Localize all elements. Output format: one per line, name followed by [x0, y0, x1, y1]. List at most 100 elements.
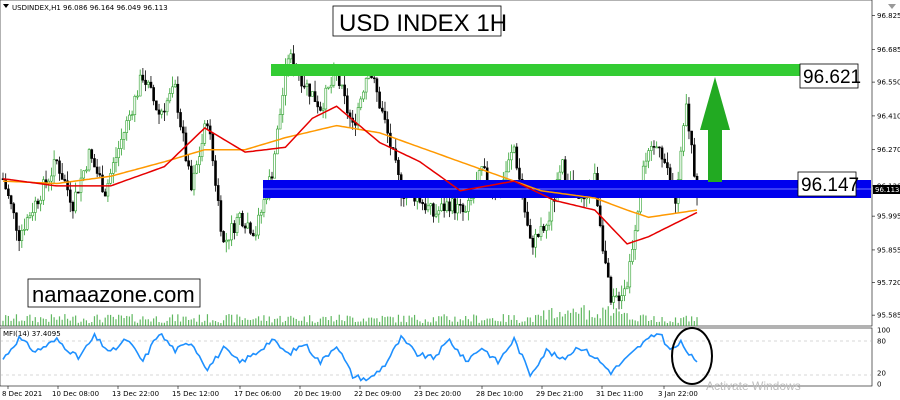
candle-body: [259, 211, 263, 216]
candle-body: [270, 176, 274, 179]
candle: [257, 207, 260, 239]
volume-bar: [602, 307, 604, 326]
candle: [103, 188, 107, 197]
candle-body: [458, 203, 462, 206]
candle-body: [122, 132, 126, 140]
volume-bar: [661, 317, 663, 326]
volume-bar: [457, 321, 459, 326]
candle-body: [31, 212, 34, 217]
candle-body: [660, 147, 664, 160]
volume-bar: [201, 322, 203, 326]
volume-bar: [413, 314, 416, 326]
candle-body: [461, 204, 465, 213]
candle: [547, 211, 551, 231]
volume-bar: [569, 312, 572, 326]
candle: [682, 122, 685, 157]
candle-body: [211, 133, 215, 162]
candle-body: [23, 229, 26, 231]
candle: [122, 131, 126, 150]
candle: [437, 206, 441, 223]
volume-bar: [446, 316, 448, 326]
chart-shift-icon[interactable]: [888, 4, 896, 9]
volume-bar: [131, 314, 133, 326]
candle-body: [545, 224, 548, 231]
candle: [278, 108, 282, 130]
volume-bar: [693, 321, 695, 326]
candle-body: [316, 101, 320, 108]
candle: [55, 159, 59, 165]
candle: [684, 94, 688, 127]
candle: [173, 79, 177, 88]
candle: [601, 218, 605, 254]
candle: [289, 49, 293, 64]
candle: [464, 205, 467, 213]
candle-body: [424, 203, 427, 211]
volume-bar: [475, 315, 478, 326]
mfi-tick-label: 20: [877, 370, 886, 378]
volume-bar: [432, 317, 434, 326]
candle: [687, 97, 691, 140]
candle-body: [141, 74, 145, 81]
candle: [612, 288, 615, 310]
candle-body: [620, 295, 624, 302]
target-level-label: 96.621: [803, 67, 861, 88]
volume-bar: [588, 310, 591, 326]
volume-bar: [37, 322, 39, 326]
candle-body: [362, 91, 365, 100]
candle-body: [144, 79, 147, 85]
candle-body: [440, 203, 443, 212]
volume-bar: [42, 318, 44, 326]
support-label-box: [797, 171, 857, 197]
candle: [157, 103, 161, 125]
candle-body: [504, 171, 508, 181]
volume-bar: [634, 320, 636, 326]
volume-bar: [58, 316, 61, 326]
volume-bar: [53, 317, 55, 326]
candle: [155, 100, 158, 111]
support-level-label: 96.147: [801, 175, 859, 196]
volume-bar: [613, 313, 615, 326]
candle: [52, 150, 56, 185]
candle: [531, 235, 535, 255]
volume-bar: [586, 319, 588, 326]
volume-bar: [314, 322, 316, 326]
candle: [25, 214, 29, 232]
candle-body: [82, 170, 85, 179]
candle-body: [372, 77, 376, 80]
volume-bar: [99, 319, 101, 326]
candle-body: [437, 210, 441, 215]
volume-bar: [158, 322, 160, 326]
volume-bar: [260, 320, 262, 326]
volume-bar: [680, 318, 682, 326]
candle-body: [311, 91, 314, 97]
candle-body: [9, 195, 13, 205]
candle-body: [343, 84, 346, 97]
candle-body: [146, 81, 150, 85]
candle-body: [394, 148, 398, 161]
candle: [561, 158, 564, 175]
mfi-label: MFI(14) 37.4095: [3, 330, 61, 338]
candle-body: [456, 203, 459, 214]
candle-body: [125, 120, 129, 133]
candle: [101, 165, 104, 193]
volume-bar: [658, 321, 660, 326]
volume-bar: [236, 314, 238, 326]
candle-body: [329, 84, 333, 88]
candle-body: [561, 159, 564, 173]
candle-body: [63, 179, 67, 182]
time-tick-label: 28 Dec 10:00: [476, 390, 523, 398]
volume-bar: [561, 316, 564, 326]
volume-bar: [134, 321, 136, 326]
time-tick-label: 17 Dec 06:00: [234, 390, 281, 398]
volume-bar: [276, 318, 278, 326]
candle: [606, 257, 610, 278]
volume-bar: [548, 309, 550, 326]
volume-bar: [427, 321, 429, 326]
candle-body: [7, 188, 10, 196]
candle-body: [138, 74, 142, 97]
candle: [125, 116, 129, 141]
candle: [203, 120, 207, 147]
candle-body: [171, 86, 174, 94]
symbol-dropdown-icon[interactable]: [3, 4, 9, 8]
candle: [397, 157, 400, 182]
